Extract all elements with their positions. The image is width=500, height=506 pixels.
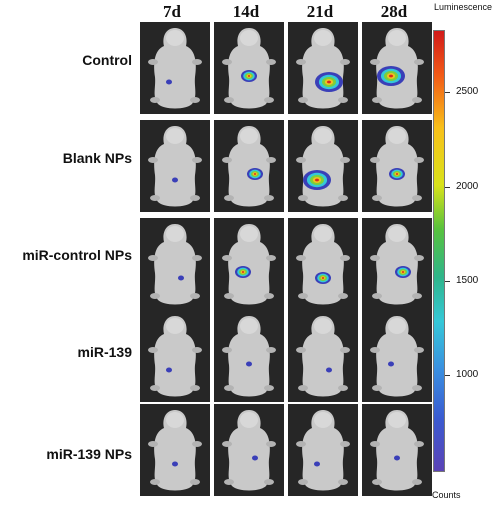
mouse-image-tile [362,404,432,496]
row-label-mir-139-nps: miR-139 NPs [46,446,132,462]
mouse-scan [140,310,210,402]
scale-unit-label: Counts [432,490,461,500]
row-label-control: Control [82,52,132,68]
mouse-image-tile [288,22,358,114]
signal-spot [395,173,399,175]
mouse-scan [288,404,358,496]
mouse-image-tile [214,218,284,310]
mouse-image-tile [140,120,210,212]
mouse-scan [214,310,284,402]
mouse-scan [362,120,432,212]
signal-spot [241,271,245,273]
mouse-scan [214,120,284,212]
scale-tick-label-1000: 1000 [456,369,479,380]
scale-tick [445,281,450,282]
row-label-mir-139: miR-139 [77,344,132,360]
signal-spot [246,361,252,367]
row-label-blank-nps: Blank NPs [62,150,132,166]
column-header-21d: 21d [306,2,334,21]
column-header-14d: 14d [232,2,260,21]
signal-spot [321,277,325,279]
mouse-image-tile [214,120,284,212]
mouse-scan [140,404,210,496]
mouse-scan [362,404,432,496]
mouse-image-tile [140,404,210,496]
mouse-image-tile [140,218,210,310]
mouse-image-tile [362,218,432,310]
signal-spot [314,461,320,467]
mouse-image-tile [214,310,284,402]
luminescence-colorbar [433,30,445,472]
mouse-image-tile [288,218,358,310]
mouse-scan [288,120,358,212]
signal-spot [252,455,258,461]
mouse-scan [362,218,432,310]
mouse-scan [140,22,210,114]
mouse-image-tile [214,22,284,114]
signal-spot [394,455,400,461]
mouse-image-tile [140,22,210,114]
mouse-image-tile [362,120,432,212]
mouse-scan [214,218,284,310]
signal-spot [389,74,393,78]
mouse-scan [288,310,358,402]
mouse-image-tile [214,404,284,496]
mouse-image-tile [362,310,432,402]
mouse-scan [288,218,358,310]
mouse-image-tile [140,310,210,402]
mouse-scan [140,218,210,310]
scale-tick [445,187,450,188]
mouse-image-tile [362,22,432,114]
mouse-image-tile [288,120,358,212]
column-header-28d: 28d [380,2,408,21]
mouse-image-tile [288,404,358,496]
signal-spot [166,367,172,373]
mouse-image-tile [288,310,358,402]
mouse-scan [288,22,358,114]
signal-spot [401,271,405,273]
column-header-7d: 7d [163,2,181,21]
signal-spot [166,79,172,85]
mouse-scan [362,22,432,114]
scale-tick-label-2000: 2000 [456,181,479,192]
mouse-scan [140,120,210,212]
signal-spot [253,173,257,175]
signal-spot [388,361,394,367]
mouse-scan [362,310,432,402]
signal-spot [178,275,184,281]
signal-spot [327,80,331,84]
scale-title: Luminescence [434,2,493,12]
scale-tick [445,375,450,376]
signal-spot [326,367,332,373]
mouse-scan [214,22,284,114]
scale-tick [445,92,450,93]
scale-tick-label-2500: 2500 [456,86,479,97]
signal-spot [315,178,319,182]
scale-tick-label-1500: 1500 [456,275,479,286]
mouse-scan [214,404,284,496]
signal-spot [247,75,251,77]
signal-spot [172,177,178,183]
row-label-mir-control-nps: miR-control NPs [22,247,132,263]
signal-spot [172,461,178,467]
